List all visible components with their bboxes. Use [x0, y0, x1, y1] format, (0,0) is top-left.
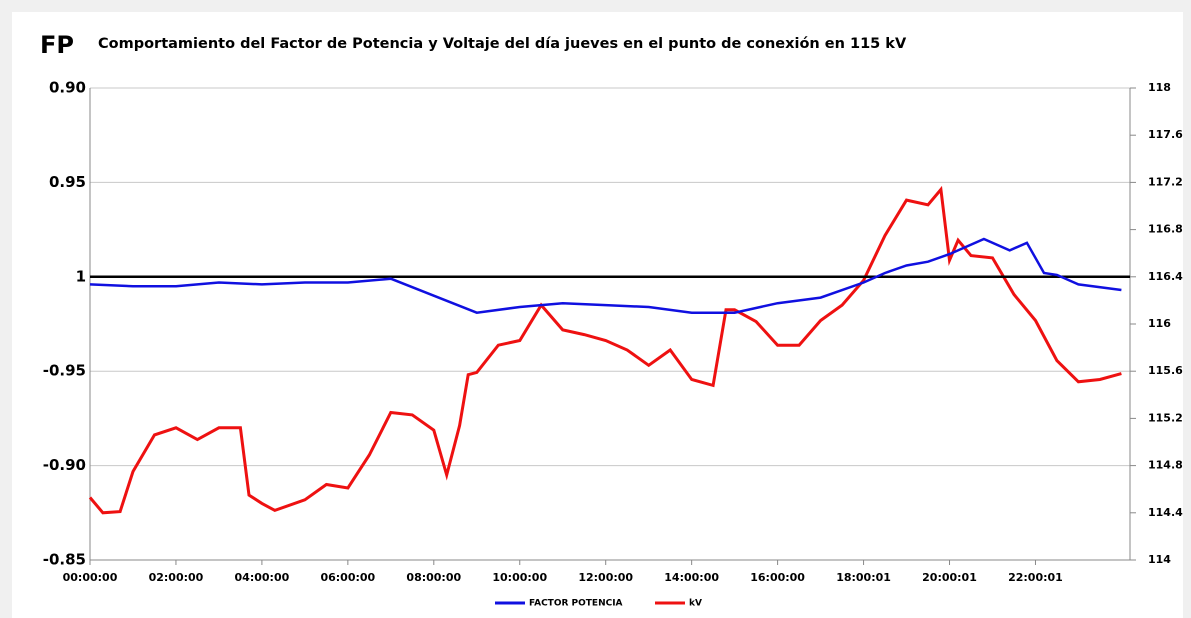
y2-tick-label: 118 [1148, 81, 1171, 94]
y-tick-label: -0.85 [43, 551, 86, 569]
x-tick-label: 04:00:00 [235, 571, 290, 584]
x-tick-label: 22:00:01 [1008, 571, 1063, 584]
legend-label: FACTOR POTENCIA [529, 599, 623, 609]
x-tick-label: 10:00:00 [492, 571, 547, 584]
y-tick-label: 0.95 [49, 173, 86, 191]
y2-tick-label: 116 [1148, 317, 1171, 330]
legend-label: kV [689, 599, 702, 609]
y2-tick-label: 115.6 [1148, 364, 1183, 377]
y2-tick-label: 116.8 [1148, 223, 1183, 236]
data-line [88, 185, 1122, 515]
data-line [89, 237, 1122, 314]
x-tick-label: 16:00:00 [750, 571, 805, 584]
y2-tick-label: 117.2 [1148, 175, 1183, 188]
chart: FP Comportamiento del Factor de Potencia… [40, 31, 1183, 609]
x-tick-label: 08:00:00 [406, 571, 461, 584]
x-tick-label: 00:00:00 [63, 571, 118, 584]
y2-tick-label: 114.8 [1148, 459, 1183, 472]
chart-panel: FP Comportamiento del Factor de Potencia… [12, 12, 1183, 618]
x-tick-label: 12:00:00 [578, 571, 633, 584]
x-tick-label: 18:00:01 [836, 571, 891, 584]
y2-tick-label: 114.4 [1148, 506, 1183, 519]
y-axis-label: FP [40, 31, 74, 59]
x-tick-label: 14:00:00 [664, 571, 719, 584]
y2-tick-label: 117.6 [1148, 128, 1183, 141]
x-tick-label: 06:00:00 [320, 571, 375, 584]
y-tick-label: 1 [76, 267, 86, 285]
y-tick-label: 0.90 [49, 79, 86, 97]
y-tick-label: -0.95 [43, 362, 86, 380]
y-tick-label: -0.90 [43, 456, 86, 474]
y2-tick-label: 115.2 [1148, 411, 1183, 424]
x-tick-label: 20:00:01 [922, 571, 977, 584]
y2-tick-label: 116.4 [1148, 270, 1183, 283]
chart-title: Comportamiento del Factor de Potencia y … [98, 36, 907, 52]
x-tick-label: 02:00:00 [149, 571, 204, 584]
y2-tick-label: 114 [1148, 553, 1171, 566]
